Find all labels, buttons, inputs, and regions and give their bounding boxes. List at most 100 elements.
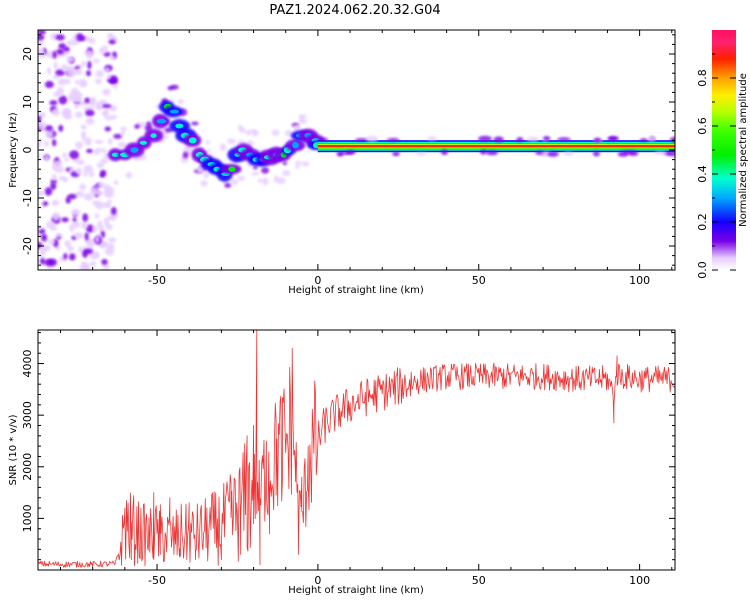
heatmap-noise-blob [38,152,41,160]
heatmap-noise-blob [74,103,80,109]
heatmap-noise-blob [52,139,57,147]
heatmap-band-edge [365,135,379,142]
colorbar-ticks: 0.0 0.2 0.4 0.6 0.8 [696,53,736,279]
heatmap-band-edge [607,136,620,141]
heatmap-noise-blob [80,81,87,86]
heatmap-scatter-blob [230,178,239,186]
colorbar: 0.0 0.2 0.4 0.6 0.8 Normalized spectral ampl… [696,30,749,279]
heatmap-noise-blob [77,101,87,106]
heatmap-noise-blob [92,224,98,233]
heatmap-noise-blob [42,201,49,206]
x-tick-label: 50 [472,574,486,587]
heatmap-noise-blob [86,50,94,59]
snr-panel: -50 0 50 100 1000 2000 3000 4000 Height of stra… [8,329,676,596]
heatmap-noise-blob [63,51,70,56]
x-tick-label: 0 [314,274,321,287]
y-tick-label: 20 [21,47,34,61]
heatmap-noise-blob [50,182,57,190]
heatmap-noise-blob [86,148,93,154]
heatmap-scatter-blob [118,141,126,148]
y-tick-label: 2000 [21,453,34,481]
heatmap-band-edge [486,150,499,156]
heatmap-ridge-core [175,123,184,129]
heatmap-band-edge [654,151,667,155]
heatmap-noise-blob [95,235,100,243]
heatmap-scatter-blob [257,178,263,183]
heatmap-noise-blob [49,100,58,106]
heatmap-band-edge [516,137,524,143]
heatmap-scatter-blob [227,138,236,145]
heatmap-noise-blob [93,58,100,64]
colorbar-gradient [712,30,736,270]
heatmap-noise-blob [63,253,68,260]
heatmap-scatter-blob [282,161,288,166]
heatmap-noise-blob [83,193,94,201]
heatmap-noise-blob [75,191,85,198]
heatmap-noise-blob [81,61,86,67]
heatmap-noise-blob [60,64,69,72]
y-tick-label: 1000 [21,504,34,532]
heatmap-noise-blob [79,36,87,41]
heatmap-noise-blob [85,224,95,233]
heatmap-noise-blob [55,233,63,238]
heatmap-noise-blob [96,162,105,168]
snr-plot-area [38,330,675,570]
heatmap-scatter-blob [120,130,125,137]
heatmap-noise-blob [97,182,105,188]
heatmap-noise-blob [95,70,104,78]
heatmap-noise-blob [104,126,112,132]
heatmap-scatter-blob [200,180,208,187]
heatmap-noise-blob [95,190,102,196]
heatmap-scatter-blob [134,124,140,129]
spectrogram-panel: -50 0 50 100 -20 -10 0 10 20 Height of straight … [8,29,676,296]
heatmap-noise-blob [84,232,89,241]
colorbar-tick-label: 0.0 [696,261,709,279]
heatmap-scatter-blob [276,177,286,185]
heatmap-band-edge [336,151,344,157]
heatmap-noise-blob [94,139,104,144]
heatmap-band-edge [416,152,427,156]
heatmap-scatter-blob [284,130,293,137]
heatmap-scatter-blob [182,151,189,159]
heatmap-noise-blob [53,160,63,167]
heatmap-noise-blob [38,142,42,148]
heatmap-scatter-blob [293,125,299,132]
heatmap-ridge-core [130,147,139,153]
heatmap-noise-blob [94,213,100,219]
colorbar-tick-label: 0.4 [696,165,709,183]
heatmap-noise-blob [82,213,89,222]
heatmap-noise-blob [80,124,87,130]
heatmap-band-edge [543,136,551,141]
x-tick-label: 100 [629,574,650,587]
y-tick-label: -20 [21,237,34,255]
heatmap-noise-blob [74,79,80,85]
heatmap-scatter-blob [113,133,123,139]
heatmap-noise-blob [64,114,73,120]
spectrogram-heatmap [38,30,675,270]
x-tick-label: 50 [472,274,486,287]
heatmap-scatter-blob [271,129,280,136]
heatmap-scatter-blob [252,130,259,137]
heatmap-noise-blob [102,104,112,108]
heatmap-noise-blob [100,158,109,164]
heatmap-noise-blob [75,141,83,150]
heatmap-noise-blob [58,43,66,50]
heatmap-noise-blob [87,97,97,106]
heatmap-noise-blob [58,176,66,181]
heatmap-noise-blob [44,140,49,147]
heatmap-noise-blob [110,207,117,215]
colorbar-label: Normalized spectral amplitude [738,73,749,227]
heatmap-noise-blob [61,217,69,223]
heatmap-noise-blob [62,152,67,158]
heatmap-scatter-blob [120,126,127,132]
snr-series [38,330,675,568]
spectrogram-y-axis-label: Frequency (Hz) [8,112,19,188]
snr-x-axis-label: Height of straight line (km) [288,585,424,596]
colorbar-tick-label: 0.6 [696,117,709,135]
heatmap-noise-blob [80,222,88,229]
heatmap-noise-blob [51,174,57,181]
heatmap-noise-blob [99,173,105,178]
x-tick-label: -50 [148,274,166,287]
heatmap-ridge-core [156,118,167,124]
heatmap-band-edge [355,138,369,142]
